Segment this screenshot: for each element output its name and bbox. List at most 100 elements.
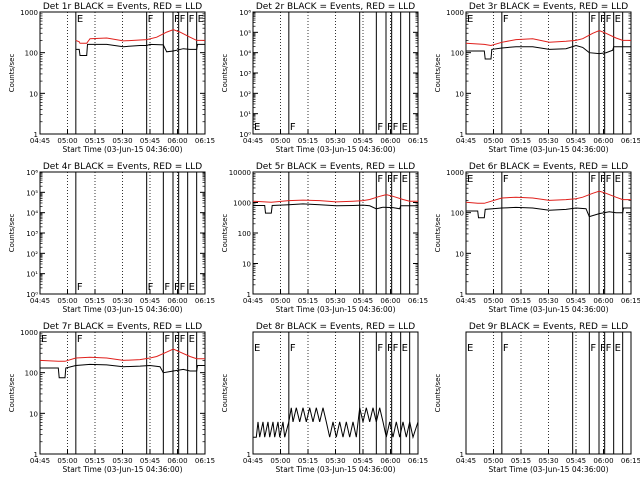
flag-label: F — [174, 334, 180, 345]
x-tick-label: 05:15 — [85, 297, 105, 305]
flag-label: F — [387, 174, 393, 185]
y-tick-label: 1 — [34, 131, 38, 139]
flag-label: F — [180, 282, 186, 293]
y-axis-label: Counts/sec — [221, 54, 229, 93]
x-tick-label: 05:30 — [112, 457, 132, 465]
x-tick-label: 06:15 — [195, 297, 215, 305]
y-tick-label: 100 — [25, 370, 38, 378]
x-tick-label: 05:15 — [511, 137, 531, 145]
x-tick-label: 06:00 — [167, 457, 187, 465]
y-tick-label: 10² — [26, 250, 38, 258]
y-tick-label: 10⁶ — [26, 169, 38, 177]
x-tick-label: 05:00 — [270, 457, 290, 465]
x-tick-label: 05:30 — [538, 457, 558, 465]
x-tick-label: 05:15 — [298, 137, 318, 145]
x-tick-label: 05:00 — [270, 137, 290, 145]
y-tick-label: 1000 — [446, 169, 464, 177]
flag-label: F — [600, 174, 606, 185]
x-tick-label: 06:00 — [593, 297, 613, 305]
y-tick-label: 1000 — [20, 9, 38, 17]
x-axis-label: Start Time (03-Jun-15 04:36:00) — [63, 145, 183, 154]
series-line-events — [75, 43, 205, 56]
x-axis-label: Start Time (03-Jun-15 04:36:00) — [489, 145, 609, 154]
x-tick-label: 05:00 — [57, 137, 77, 145]
flag-label: F — [590, 343, 596, 354]
x-tick-label: 05:00 — [57, 297, 77, 305]
x-tick-label: 06:15 — [408, 137, 428, 145]
flag-label: E — [77, 14, 83, 25]
chart-title: Det 3r BLACK = Events, RED = LLD — [469, 2, 628, 12]
flag-label: F — [377, 122, 383, 133]
flag-label: E — [467, 14, 473, 25]
x-tick-label: 05:30 — [112, 297, 132, 305]
x-tick-label: 05:15 — [511, 457, 531, 465]
y-tick-label: 10⁰ — [26, 291, 38, 299]
y-tick-label: 10³ — [26, 230, 38, 238]
x-tick-label: 05:45 — [353, 137, 373, 145]
chart-title: Det 8r BLACK = Events, RED = LLD — [256, 322, 415, 332]
x-tick-label: 05:15 — [85, 457, 105, 465]
series-line-events — [466, 206, 631, 219]
x-tick-label: 05:30 — [325, 137, 345, 145]
flag-label: E — [402, 122, 408, 133]
x-tick-label: 05:30 — [112, 137, 132, 145]
x-tick-label: 06:15 — [408, 457, 428, 465]
chart-title: Det 5r BLACK = Events, RED = LLD — [256, 162, 415, 172]
series-line-events — [466, 44, 631, 60]
y-axis-label: Counts/sec — [434, 54, 442, 93]
x-tick-label: 06:15 — [195, 137, 215, 145]
x-tick-label: 05:15 — [85, 137, 105, 145]
flag-label: F — [290, 122, 296, 133]
y-tick-label: 10 — [242, 261, 251, 269]
x-tick-label: 05:45 — [140, 297, 160, 305]
chart-title: Det 9r BLACK = Events, RED = LLD — [469, 322, 628, 332]
flag-label: F — [590, 14, 596, 25]
x-tick-label: 05:00 — [483, 297, 503, 305]
x-tick-label: 04:45 — [30, 457, 50, 465]
x-tick-label: 05:45 — [566, 297, 586, 305]
flag-label: F — [174, 282, 180, 293]
flag-label: F — [393, 174, 399, 185]
x-tick-label: 05:45 — [566, 457, 586, 465]
flag-label: F — [377, 343, 383, 354]
x-tick-label: 05:15 — [511, 297, 531, 305]
x-axis-label: Start Time (03-Jun-15 04:36:00) — [489, 305, 609, 314]
y-tick-label: 10⁰ — [239, 131, 251, 139]
flag-label: F — [590, 174, 596, 185]
x-tick-label: 05:00 — [270, 297, 290, 305]
y-axis-label: Counts/sec — [8, 54, 16, 93]
x-tick-label: 04:45 — [30, 297, 50, 305]
x-tick-label: 05:45 — [353, 297, 373, 305]
series-line-events — [40, 363, 205, 379]
x-tick-label: 06:15 — [195, 457, 215, 465]
y-tick-label: 10⁵ — [26, 189, 38, 197]
x-axis-label: Start Time (03-Jun-15 04:36:00) — [63, 465, 183, 474]
flag-label: F — [600, 14, 606, 25]
series-line-lld — [39, 348, 205, 362]
chart-title: Det 6r BLACK = Events, RED = LLD — [469, 162, 628, 172]
flag-label: F — [387, 343, 393, 354]
flag-label: F — [393, 122, 399, 133]
chart-title: Det 1r BLACK = Events, RED = LLD — [43, 2, 202, 12]
flag-label: F — [180, 334, 186, 345]
y-axis-label: Counts/sec — [8, 214, 16, 253]
x-tick-label: 06:00 — [167, 297, 187, 305]
flag-label: E — [41, 334, 47, 345]
x-axis-label: Start Time (03-Jun-15 04:36:00) — [489, 465, 609, 474]
x-tick-label: 06:15 — [408, 297, 428, 305]
x-tick-label: 06:00 — [380, 457, 400, 465]
y-tick-label: 1000 — [233, 200, 251, 208]
x-tick-label: 05:45 — [140, 137, 160, 145]
series-line-lld — [465, 29, 631, 47]
flag-label: F — [164, 334, 170, 345]
y-tick-label: 10⁵ — [239, 29, 251, 37]
flag-label: F — [606, 14, 612, 25]
y-axis-label: Counts/sec — [221, 214, 229, 253]
flag-label: F — [77, 334, 83, 345]
